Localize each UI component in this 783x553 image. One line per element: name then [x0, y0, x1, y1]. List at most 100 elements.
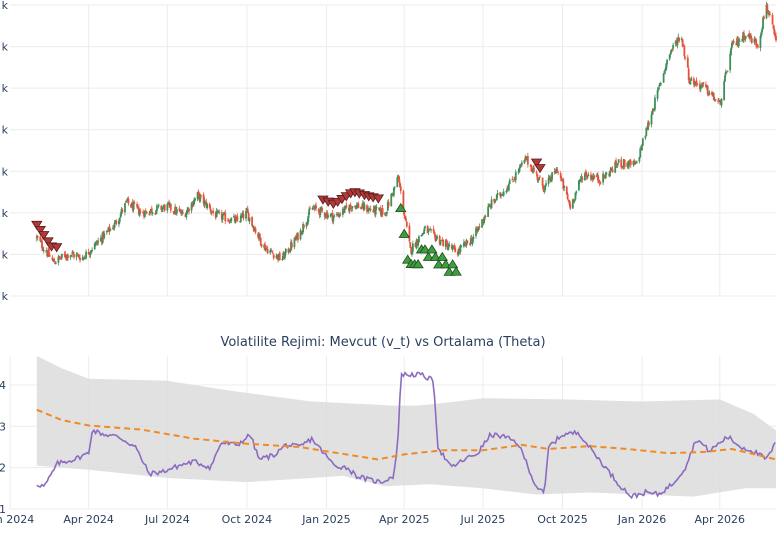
candle-up [265, 248, 267, 251]
candle-up [319, 207, 322, 215]
candle-down [683, 45, 686, 57]
candle-up [538, 177, 541, 181]
candle-down [621, 166, 624, 168]
candle-down [581, 177, 584, 180]
candle-up [575, 191, 578, 194]
candle-up [230, 217, 233, 222]
candle-up [93, 243, 96, 250]
candle-down [533, 167, 535, 172]
volatility-x-tick-label: Jul 2024 [144, 513, 190, 526]
candle-down [629, 160, 632, 166]
candle-up [650, 114, 653, 125]
candle-up [495, 194, 498, 201]
candle-up [668, 54, 671, 60]
candle-up [428, 229, 431, 231]
candle-up [672, 45, 675, 49]
candle-down [771, 14, 774, 25]
candle-down [712, 93, 715, 100]
candle-up [584, 173, 586, 181]
candle-down [756, 45, 759, 48]
candle-down [603, 174, 605, 177]
candle-up [658, 84, 661, 87]
candle-down [615, 160, 617, 166]
sell-signal-marker [50, 243, 63, 253]
candle-down [317, 209, 320, 212]
candle-up [605, 172, 608, 174]
buy-signal-marker [440, 259, 452, 269]
price-candles [35, 1, 777, 266]
candle-up [427, 229, 430, 233]
candle-up [488, 205, 490, 208]
candle-up [327, 215, 330, 218]
candle-down [687, 68, 690, 80]
candle-down [212, 210, 215, 213]
candle-up [545, 183, 547, 186]
candle-up [547, 177, 550, 184]
candle-down [773, 28, 776, 35]
candle-down [169, 203, 172, 211]
candle-up [221, 215, 224, 220]
candle-down [426, 225, 429, 234]
candle-up [81, 257, 84, 260]
candle-down [204, 201, 207, 203]
candle-up [502, 191, 505, 196]
candle-up [393, 186, 396, 188]
candle-down [385, 213, 387, 215]
candle-up [248, 217, 251, 222]
candle-up [430, 229, 432, 231]
candle-up [386, 211, 388, 214]
candle-up [375, 207, 378, 209]
candle-up [60, 253, 63, 258]
candle-down [725, 71, 728, 73]
candle-up [616, 163, 619, 166]
candle-up [155, 210, 158, 215]
price-y-tick-label: k [2, 248, 9, 261]
candle-down [598, 180, 601, 184]
candle-up [762, 17, 764, 29]
candle-down [585, 173, 588, 178]
candle-up [333, 215, 336, 217]
candle-up [616, 166, 618, 168]
price-panel-grid [10, 4, 776, 297]
candle-down [593, 175, 596, 178]
candle-down [750, 34, 752, 39]
candle-down [272, 254, 275, 259]
candle-down [535, 171, 538, 174]
candle-down [202, 194, 205, 204]
candle-up [332, 216, 335, 222]
candle-up [132, 202, 135, 210]
candle-up [769, 14, 771, 16]
candle-up [196, 192, 199, 200]
candle-up [206, 203, 209, 209]
candle-down [127, 198, 130, 204]
candle-down [242, 213, 245, 219]
candle-down [137, 207, 140, 215]
candle-up [308, 209, 311, 215]
volatility-y-tick-label: 1 [0, 503, 6, 516]
candle-down [542, 185, 545, 191]
candle-down [51, 257, 54, 260]
candle-down [381, 208, 384, 215]
candle-up [602, 173, 604, 183]
candle-down [766, 4, 769, 11]
candle-down [139, 210, 142, 212]
candle-up [765, 4, 768, 19]
candle-down [743, 33, 745, 40]
candle-up [587, 175, 590, 177]
candle-up [143, 210, 146, 218]
candle-down [549, 176, 552, 181]
candle-up [662, 73, 665, 83]
candle-up [210, 212, 213, 214]
volatility-x-tick-label: Oct 2025 [537, 513, 588, 526]
candle-up [302, 223, 304, 233]
candle-up [166, 203, 169, 211]
candle-up [149, 210, 151, 214]
candle-up [97, 240, 100, 243]
candle-down [562, 179, 565, 189]
candle-up [252, 226, 254, 228]
candle-down [228, 220, 231, 223]
candle-up [103, 233, 106, 238]
candle-up [448, 244, 451, 247]
candle-down [434, 234, 437, 241]
buy-signal-marker [446, 259, 459, 269]
